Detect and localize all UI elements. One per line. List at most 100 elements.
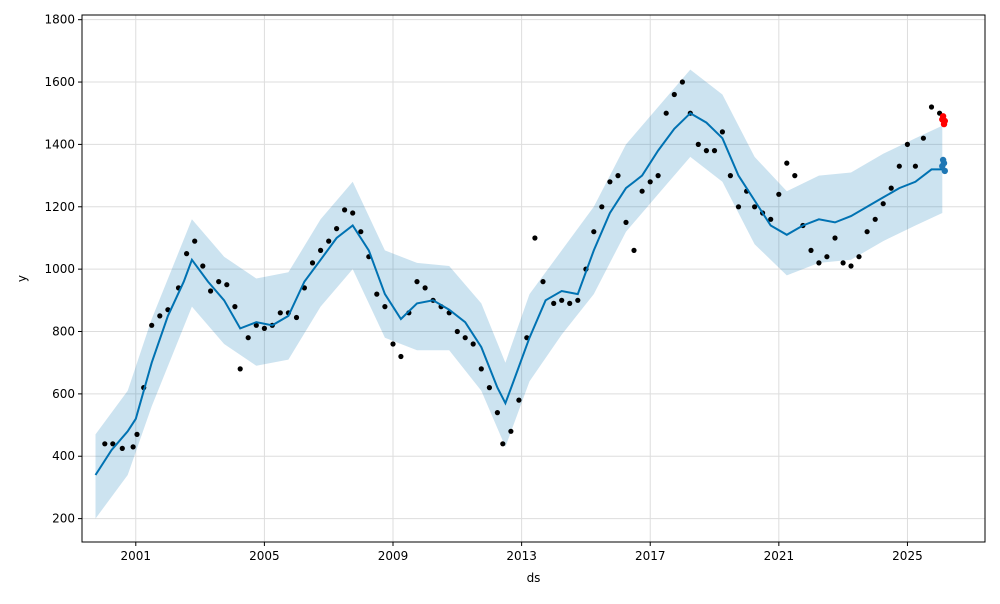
observed-point — [928, 104, 935, 110]
observed-point — [735, 204, 742, 210]
y-tick-label: 800 — [52, 325, 75, 339]
x-tick-label: 2001 — [121, 549, 152, 563]
grid-layer — [82, 15, 985, 542]
observed-point — [277, 310, 283, 316]
observed-point — [904, 141, 911, 147]
observed-point — [208, 288, 214, 294]
y-tick-label: 1000 — [44, 262, 75, 276]
observed-point — [719, 129, 726, 135]
observed-point — [824, 254, 830, 260]
recent-forecast-point — [941, 167, 948, 175]
observed-point — [647, 179, 653, 185]
observed-point — [494, 410, 500, 416]
observed-point — [679, 79, 686, 85]
observed-point — [334, 226, 340, 232]
observed-point — [856, 254, 862, 260]
observed-point — [832, 235, 838, 241]
uncertainty-band — [95, 69, 943, 519]
y-tick-label: 400 — [52, 449, 75, 463]
observed-point — [318, 247, 324, 253]
observed-point — [776, 191, 782, 197]
observed-point — [216, 279, 222, 285]
y-tick-label: 200 — [52, 512, 75, 526]
observed-point — [232, 304, 238, 310]
observed-point — [374, 291, 380, 297]
observed-point — [607, 179, 613, 185]
observed-point — [224, 282, 230, 288]
observed-point — [326, 238, 332, 244]
observed-point — [500, 441, 506, 447]
observed-point — [864, 229, 870, 235]
observed-point — [623, 219, 629, 225]
observed-point — [261, 325, 267, 331]
observed-point — [615, 173, 621, 179]
observed-point — [880, 201, 886, 207]
y-axis-label: y — [15, 275, 29, 282]
observed-point — [130, 444, 136, 450]
observed-point — [486, 385, 492, 391]
observed-point — [382, 304, 388, 310]
observed-point — [575, 297, 581, 303]
observed-point — [727, 173, 734, 179]
observed-point — [639, 188, 645, 194]
recent-points-layer — [939, 113, 948, 175]
observed-point — [695, 141, 701, 147]
forecast-line-layer — [94, 111, 943, 476]
y-tick-label: 1800 — [44, 13, 75, 27]
observed-point — [532, 235, 538, 241]
observed-point — [253, 322, 259, 328]
tick-layer: 2001 2005 2009 2013 2017 2021 2025 200 400 600 800… — [44, 13, 922, 563]
x-tick-label: 2013 — [506, 549, 537, 563]
observed-point — [119, 445, 125, 451]
observed-point — [134, 431, 140, 437]
observed-point — [462, 335, 468, 341]
observed-point — [342, 207, 348, 213]
observed-point — [508, 428, 514, 434]
forecast-line — [94, 111, 943, 476]
observed-point — [470, 341, 476, 347]
observed-point — [768, 216, 774, 222]
observed-point — [540, 279, 546, 285]
observed-point — [792, 173, 798, 179]
observed-point — [599, 204, 605, 210]
observed-point — [454, 328, 460, 335]
observed-point — [703, 148, 710, 154]
observed-point — [293, 314, 300, 321]
observed-point — [551, 300, 557, 306]
x-tick-label: 2009 — [378, 549, 409, 563]
x-tick-label: 2025 — [892, 549, 923, 563]
y-tick-label: 1400 — [44, 137, 75, 151]
observed-point — [655, 173, 661, 179]
observed-point — [398, 353, 404, 360]
observed-point — [816, 260, 822, 266]
observed-point — [888, 185, 894, 191]
observed-point — [422, 285, 428, 291]
observed-point — [808, 247, 814, 253]
observed-point — [200, 263, 206, 269]
y-tick-label: 600 — [52, 387, 75, 401]
observed-point — [840, 260, 846, 266]
x-tick-label: 2017 — [635, 549, 666, 563]
observed-point — [110, 441, 116, 447]
observed-point — [896, 163, 902, 169]
observed-point — [478, 366, 484, 372]
observed-point — [591, 229, 597, 235]
observed-point — [358, 229, 364, 235]
observed-point — [559, 297, 565, 303]
observed-point — [149, 322, 155, 328]
observed-point — [872, 216, 878, 222]
observed-point — [567, 300, 573, 306]
observed-point — [920, 135, 927, 141]
highlighted-recent-point — [941, 117, 948, 125]
observed-point — [663, 110, 669, 116]
uncertainty-band-layer — [95, 69, 943, 519]
observed-point — [516, 397, 522, 403]
observed-point — [102, 441, 108, 447]
observed-point — [414, 279, 420, 285]
x-axis-label: ds — [527, 571, 541, 585]
observed-point — [671, 91, 677, 98]
observed-point — [752, 204, 758, 210]
